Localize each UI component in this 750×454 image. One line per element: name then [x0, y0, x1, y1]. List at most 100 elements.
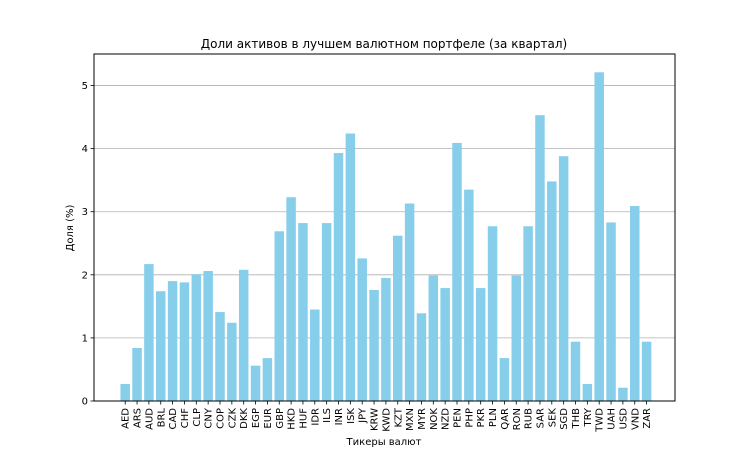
- bar-brl: [156, 291, 166, 401]
- bar-jpy: [357, 258, 367, 401]
- x-axis-ticks: AED ARS AUD BRL CAD CHF CLP CNY COP CZK DKK EGP EUR G…: [121, 401, 653, 433]
- x-tick-label-brl: BRL: [156, 408, 167, 428]
- bar-sar: [535, 115, 545, 401]
- bar-aud: [144, 264, 154, 401]
- x-tick-label-jpy: JPY: [358, 407, 369, 424]
- x-axis-label: Тикеры валют: [346, 437, 422, 448]
- chart-title: Доли активов в лучшем валютном портфеле …: [201, 37, 567, 51]
- bar-ils: [321, 223, 332, 401]
- bar-cad: [167, 281, 178, 401]
- x-tick-label-pkr: PKR: [476, 408, 487, 428]
- y-tick-label: 0: [82, 397, 88, 408]
- x-tick-label-pen: PEN: [453, 408, 464, 428]
- bar-aed: [120, 383, 130, 401]
- bar-clp: [191, 274, 202, 401]
- x-tick-label-try: TRY: [583, 407, 594, 427]
- x-tick-label-ron: RON: [512, 408, 523, 430]
- bar-dkk: [238, 269, 249, 401]
- x-tick-label-mxn: MXN: [405, 408, 416, 431]
- x-tick-label-rub: RUB: [524, 408, 535, 429]
- x-tick-label-czk: CZK: [227, 408, 238, 429]
- x-tick-label-sgd: SGD: [559, 408, 570, 430]
- x-tick-label-cop: COP: [216, 408, 227, 429]
- bar-krw: [369, 289, 379, 401]
- x-tick-label-sar: SAR: [535, 408, 546, 428]
- plot-frame: [93, 53, 676, 402]
- y-tick-label: 4: [82, 144, 88, 155]
- bar-kwd: [381, 277, 391, 401]
- bar-php: [464, 189, 474, 401]
- bar-ron: [511, 275, 521, 401]
- x-tick-label-kzt: KZT: [393, 407, 404, 427]
- x-tick-label-aud: AUD: [144, 408, 155, 430]
- bar-myr: [416, 313, 427, 401]
- x-tick-label-egp: EGP: [251, 408, 262, 428]
- x-tick-label-twd: TWD: [595, 408, 606, 433]
- bar-cny: [203, 271, 213, 401]
- x-tick-label-clp: CLP: [192, 408, 203, 427]
- x-tick-label-chf: CHF: [180, 408, 191, 429]
- bar-zar: [641, 341, 652, 401]
- bar-kzt: [393, 235, 403, 401]
- x-tick-label-gbp: GBP: [275, 408, 286, 429]
- y-tick-label: 3: [82, 207, 88, 218]
- x-tick-label-isk: ISK: [346, 408, 357, 424]
- bar-isk: [345, 133, 356, 401]
- x-tick-label-cad: CAD: [168, 408, 179, 430]
- bar-thb: [570, 341, 581, 401]
- y-tick-label: 2: [82, 270, 88, 281]
- bar-try: [582, 383, 593, 401]
- x-tick-label-dkk: DKK: [239, 408, 250, 429]
- bar-rub: [523, 226, 533, 401]
- x-tick-label-aed: AED: [121, 408, 132, 429]
- x-tick-label-qar: QAR: [500, 408, 511, 430]
- bar-twd: [594, 72, 604, 402]
- x-tick-label-kwd: KWD: [381, 408, 392, 432]
- bar-czk: [227, 322, 237, 401]
- x-tick-label-eur: EUR: [263, 408, 274, 429]
- x-tick-label-ils: ILS: [322, 408, 333, 423]
- x-tick-label-pln: PLN: [488, 408, 499, 427]
- bar-chf: [179, 282, 190, 401]
- y-tick-label: 1: [82, 333, 88, 344]
- bar-sek: [547, 181, 557, 401]
- bars: [120, 72, 652, 402]
- x-tick-label-usd: USD: [618, 408, 629, 430]
- bar-mxn: [404, 203, 415, 401]
- y-axis-label: Доля (%): [65, 204, 76, 251]
- x-tick-label-myr: MYR: [417, 408, 428, 430]
- x-tick-label-nok: NOK: [429, 408, 440, 430]
- bar-vnd: [630, 206, 640, 401]
- x-tick-label-krw: KRW: [370, 408, 381, 431]
- bar-nzd: [440, 288, 450, 401]
- bar-nok: [428, 275, 439, 401]
- bar-pkr: [475, 288, 486, 401]
- bar-hkd: [286, 197, 296, 401]
- x-tick-label-idr: IDR: [310, 408, 321, 426]
- y-axis-ticks: 0 1 2 3 4 5: [82, 81, 94, 408]
- x-tick-label-uah: UAH: [607, 408, 618, 430]
- bar-idr: [310, 309, 320, 401]
- bar-inr: [333, 153, 344, 401]
- x-tick-label-hkd: HKD: [287, 408, 298, 430]
- bar-ars: [132, 348, 142, 401]
- bar-usd: [618, 387, 628, 401]
- bar-eur: [262, 358, 273, 401]
- x-tick-label-thb: THB: [571, 408, 582, 430]
- x-tick-label-cny: CNY: [204, 407, 215, 428]
- bar-cop: [215, 312, 225, 401]
- bar-qar: [499, 358, 510, 401]
- bar-gbp: [274, 231, 284, 401]
- x-tick-label-zar: ZAR: [642, 408, 653, 429]
- bar-pen: [452, 142, 462, 401]
- bar-sgd: [558, 156, 569, 401]
- x-tick-label-huf: HUF: [298, 408, 309, 429]
- bar-egp: [250, 365, 261, 401]
- gridlines: [94, 85, 675, 339]
- x-tick-label-sek: SEK: [547, 408, 558, 428]
- y-tick-label: 5: [82, 81, 88, 92]
- bar-huf: [298, 223, 308, 401]
- x-tick-label-ars: ARS: [133, 408, 144, 428]
